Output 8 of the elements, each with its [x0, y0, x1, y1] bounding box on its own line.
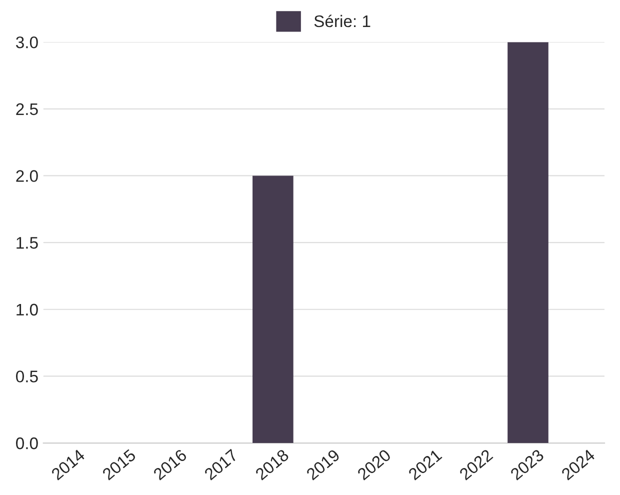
y-tick-label: 3.0 [16, 36, 38, 48]
y-tick-label: 0.5 [16, 370, 38, 382]
legend-label: Série: 1 [314, 14, 370, 28]
y-tick-label: 1.5 [16, 237, 38, 249]
y-tick-label: 2.5 [16, 103, 38, 116]
y-tick-label: 1.0 [16, 304, 38, 316]
y-tick-label: 0.0 [16, 437, 38, 450]
y-tick-label: 2.0 [16, 170, 38, 182]
